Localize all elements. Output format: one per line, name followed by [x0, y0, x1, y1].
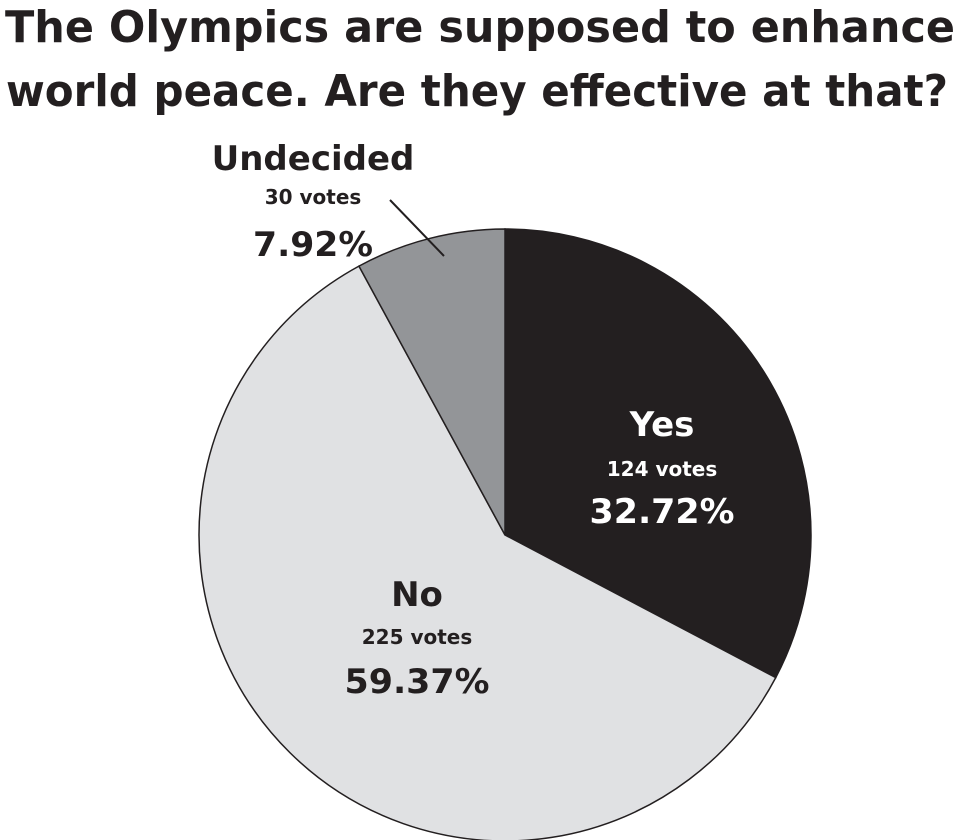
slice-votes-label: 225 votes [362, 625, 473, 649]
pie-slice-undecided [357, 228, 506, 536]
pie-slices [198, 228, 812, 840]
slice-name-label: No [391, 575, 443, 615]
slice-label-undecided: Undecided 30 votes 7.92% [212, 139, 415, 265]
pie-labels: Yes 124 votes 32.72% No 225 votes 59.37% Undec… [212, 139, 735, 702]
undecided-leader-line [389, 199, 445, 257]
pie-slice-no [198, 265, 777, 840]
slice-votes-label: 124 votes [607, 457, 718, 481]
chart-title-line-1: The Olympics are supposed to enhance [5, 2, 955, 53]
slice-label-yes: Yes 124 votes 32.72% [590, 405, 735, 532]
chart-title-line-2: world peace. Are they effective at that? [6, 66, 948, 117]
slice-name-label: Yes [629, 405, 695, 445]
slice-percent-label: 32.72% [590, 492, 735, 532]
pie-slice-yes [504, 228, 812, 679]
chart-title: The Olympics are supposed to enhance wor… [5, 2, 955, 117]
slice-name-label: Undecided [212, 139, 415, 179]
slice-votes-label: 30 votes [265, 185, 362, 209]
slice-label-no: No 225 votes 59.37% [345, 575, 490, 702]
slice-percent-label: 7.92% [253, 225, 373, 265]
slice-percent-label: 59.37% [345, 662, 490, 702]
